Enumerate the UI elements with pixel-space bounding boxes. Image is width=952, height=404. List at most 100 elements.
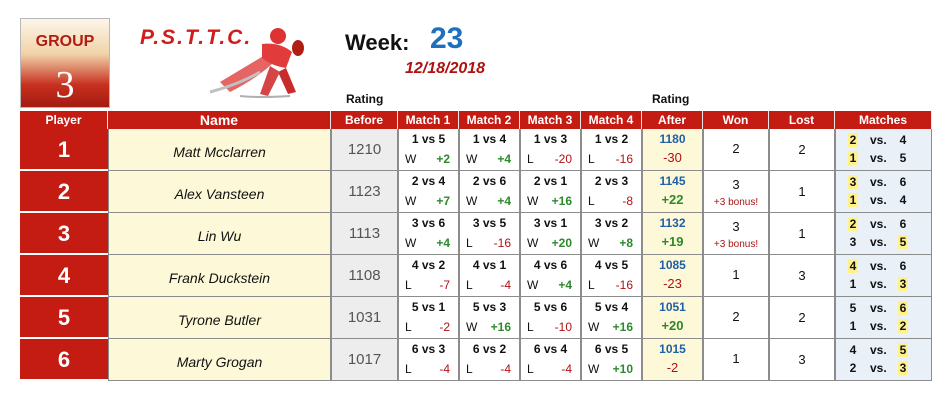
player-number: 4 <box>20 255 108 297</box>
lost-count: 3 <box>769 255 835 297</box>
match-points: +4 <box>436 236 450 250</box>
rating-after-cell: 1015 -2 <box>642 339 703 381</box>
next-match-player-a: 2 <box>849 361 857 375</box>
match-cell: 3 vs 1 W +20 <box>520 213 581 255</box>
next-matches-cell: 2 vs. 4 1 vs. 5 <box>835 129 932 171</box>
match-points: -4 <box>439 362 450 376</box>
rating-after-cell: 1145 +22 <box>642 171 703 213</box>
player-name: Lin Wu <box>108 213 331 255</box>
match-result: W <box>466 194 478 208</box>
match-cell: 4 vs 6 W +4 <box>520 255 581 297</box>
match-pairing: 6 vs 5 <box>594 342 629 356</box>
match-cell: 1 vs 2 L -16 <box>581 129 642 171</box>
match-points: -16 <box>615 152 633 166</box>
won-cell: 3 +3 bonus! <box>703 213 769 255</box>
match-result: L <box>527 362 534 376</box>
match-pairing: 5 vs 1 <box>411 300 446 314</box>
next-match-player-a: 1 <box>849 277 857 291</box>
rating-before-label: Rating <box>346 92 384 106</box>
match-points: +8 <box>619 236 633 250</box>
player-name: Frank Duckstein <box>108 255 331 297</box>
player-number: 5 <box>20 297 108 339</box>
rating-before: 1210 <box>331 129 398 171</box>
next-matches-cell: 4 vs. 6 1 vs. 3 <box>835 255 932 297</box>
table-row: 2 Alex Vansteen 1123 2 vs 4 W +7 2 vs 6 W … <box>20 171 932 213</box>
won-cell: 2 <box>703 129 769 171</box>
next-matches-cell: 2 vs. 6 3 vs. 5 <box>835 213 932 255</box>
header-matches: Matches <box>835 111 932 129</box>
rating-after-cell: 1051 +20 <box>642 297 703 339</box>
match-result: L <box>466 278 473 292</box>
won-cell: 2 <box>703 297 769 339</box>
next-match-vs: vs. <box>870 175 887 189</box>
lost-count: 2 <box>769 297 835 339</box>
match-result: W <box>588 320 600 334</box>
match-cell: 6 vs 5 W +10 <box>581 339 642 381</box>
group-number: 3 <box>55 64 75 106</box>
match-result: L <box>405 320 412 334</box>
next-match-vs: vs. <box>870 343 887 357</box>
won-count: 3 <box>732 177 740 192</box>
match-cell: 2 vs 3 L -8 <box>581 171 642 213</box>
next-match-player-b: 6 <box>898 301 908 315</box>
match-pairing: 6 vs 3 <box>411 342 446 356</box>
next-match-vs: vs. <box>870 319 887 333</box>
next-match-vs: vs. <box>870 259 887 273</box>
match-points: -8 <box>622 194 633 208</box>
match-cell: 4 vs 1 L -4 <box>459 255 520 297</box>
table-row: 5 Tyrone Butler 1031 5 vs 1 L -2 5 vs 3 W … <box>20 297 932 339</box>
rating-change: +22 <box>661 192 684 207</box>
next-match-vs: vs. <box>870 193 887 207</box>
header-before: Before <box>331 111 398 129</box>
next-match-line: 2 vs. 6 <box>836 217 931 233</box>
match-pairing: 4 vs 1 <box>472 258 507 272</box>
player-number: 6 <box>20 339 108 381</box>
won-cell: 3 +3 bonus! <box>703 171 769 213</box>
won-count: 1 <box>732 267 740 282</box>
next-match-line: 3 vs. 5 <box>836 235 931 251</box>
header-match3: Match 3 <box>520 111 581 129</box>
match-result: L <box>588 278 595 292</box>
match-pairing: 4 vs 2 <box>411 258 446 272</box>
won-count: 2 <box>732 309 740 324</box>
match-points: +7 <box>436 194 450 208</box>
rating-change: -30 <box>663 150 682 165</box>
rating-after: 1085 <box>659 258 686 272</box>
match-result: L <box>466 236 473 250</box>
header-match4: Match 4 <box>581 111 642 129</box>
lost-count: 1 <box>769 171 835 213</box>
match-cell: 5 vs 3 W +16 <box>459 297 520 339</box>
rating-change: -23 <box>663 276 682 291</box>
match-result: L <box>466 362 473 376</box>
rating-after: 1180 <box>659 132 686 146</box>
match-result: L <box>405 362 412 376</box>
player-number: 3 <box>20 213 108 255</box>
match-result: L <box>588 194 595 208</box>
next-match-player-a: 1 <box>848 193 858 207</box>
match-points: +4 <box>497 194 511 208</box>
rating-after: 1051 <box>659 300 686 314</box>
match-pairing: 1 vs 5 <box>411 132 446 146</box>
table-row: 4 Frank Duckstein 1108 4 vs 2 L -7 4 vs 1 … <box>20 255 932 297</box>
rating-change: +20 <box>661 318 684 333</box>
match-cell: 2 vs 6 W +4 <box>459 171 520 213</box>
player-name: Tyrone Butler <box>108 297 331 339</box>
match-points: +16 <box>490 320 511 334</box>
match-points: -4 <box>561 362 572 376</box>
next-match-player-b: 5 <box>898 235 908 249</box>
match-result: W <box>527 194 539 208</box>
next-match-player-b: 4 <box>899 133 907 147</box>
match-points: -4 <box>500 362 511 376</box>
match-result: W <box>466 320 478 334</box>
header-won: Won <box>703 111 769 129</box>
next-match-line: 1 vs. 2 <box>836 319 931 335</box>
next-match-vs: vs. <box>870 235 887 249</box>
match-points: -16 <box>615 278 633 292</box>
next-match-player-b: 5 <box>899 151 907 165</box>
match-pairing: 2 vs 6 <box>472 174 507 188</box>
next-match-line: 1 vs. 5 <box>836 151 931 167</box>
match-pairing: 4 vs 6 <box>533 258 568 272</box>
next-match-player-b: 6 <box>899 259 907 273</box>
match-cell: 3 vs 5 L -16 <box>459 213 520 255</box>
match-result: L <box>588 152 595 166</box>
